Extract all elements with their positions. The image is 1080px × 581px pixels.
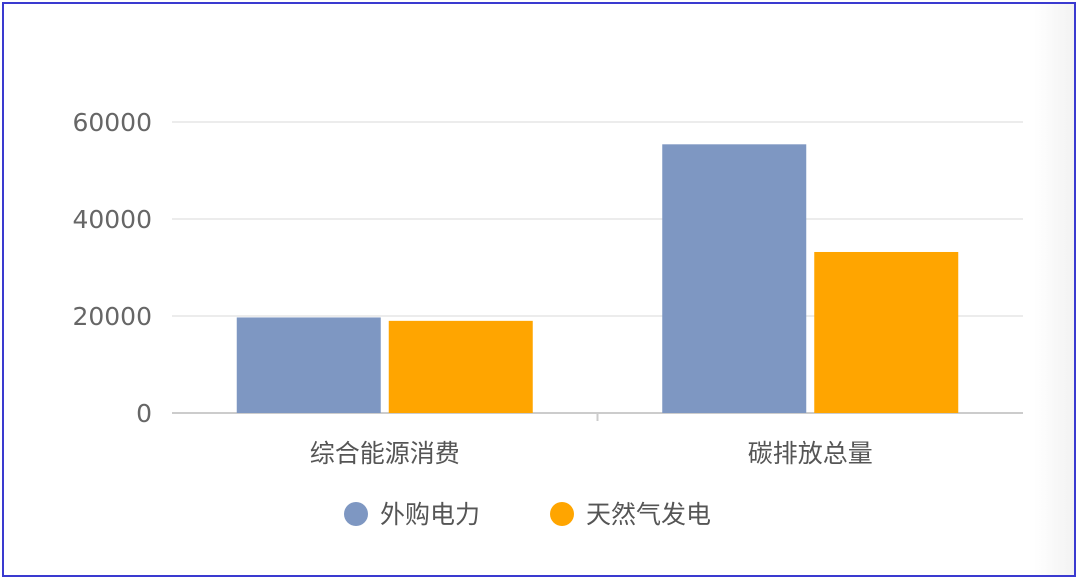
y-tick-label: 60000 xyxy=(72,108,152,137)
bar-1-1 xyxy=(814,251,959,413)
legend-label: 外购电力 xyxy=(380,500,480,529)
bar-0-1 xyxy=(662,144,807,413)
bar-0-0 xyxy=(236,317,381,413)
x-category-label: 碳排放总量 xyxy=(748,439,873,468)
x-category-label: 综合能源消费 xyxy=(310,439,460,468)
legend-label: 天然气发电 xyxy=(586,500,711,529)
legend-marker xyxy=(550,502,574,526)
bar-1-0 xyxy=(388,320,533,413)
y-tick-label: 0 xyxy=(136,399,152,428)
y-tick-label: 20000 xyxy=(72,302,152,331)
legend-marker xyxy=(344,502,368,526)
y-tick-label: 40000 xyxy=(72,205,152,234)
